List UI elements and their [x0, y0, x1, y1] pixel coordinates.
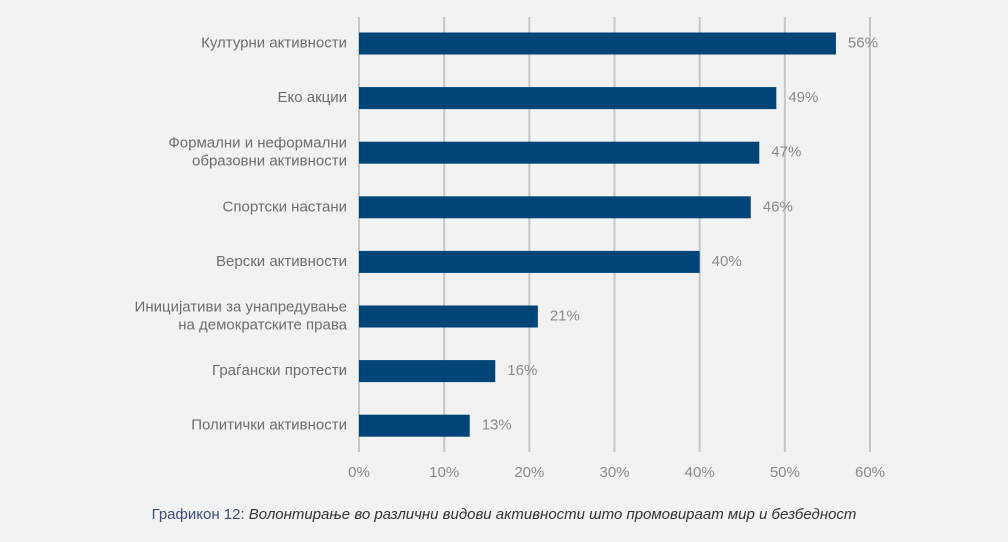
x-tick-label: 0%: [348, 464, 370, 481]
category-label-line: Формални и неформални: [168, 135, 347, 152]
x-tick-label: 40%: [685, 464, 715, 481]
grid-lines: [358, 17, 871, 452]
bar: [359, 196, 751, 219]
data-label: 49%: [788, 89, 818, 106]
labels: 0% 10% 20% 30% 40% 50% 60% 56% Културни активнос…: [135, 34, 885, 481]
category-label-line: Еко акции: [278, 89, 348, 106]
bar: [359, 32, 836, 55]
category-label-line: Верски активности: [216, 253, 347, 270]
bar: [359, 141, 760, 164]
x-tick-label: 10%: [429, 464, 459, 481]
data-label: 56%: [848, 34, 878, 51]
category-label-line: Иницијативи за унапредување: [135, 298, 347, 315]
data-label: 13%: [482, 417, 512, 434]
chart-caption: Графикон 12: Волонтирање во различни вид…: [0, 506, 1008, 523]
bar: [359, 360, 496, 383]
category-label-line: на демократските права: [178, 316, 347, 333]
bar-chart-svg: 0% 10% 20% 30% 40% 50% 60% 56% Културни активнос…: [135, 17, 885, 481]
category-label-line: Културни активности: [201, 34, 347, 51]
data-label: 21%: [550, 307, 580, 324]
data-label: 47%: [771, 144, 801, 161]
category-label: Културни активности: [201, 34, 347, 51]
caption-label: Графикон 12:: [151, 506, 245, 523]
category-label: Граѓански протести: [212, 362, 347, 379]
category-label: Формални и неформални образовни активност…: [168, 135, 347, 170]
bar: [359, 250, 700, 273]
x-tick-label: 50%: [770, 464, 800, 481]
category-label: Иницијативи за унапредување на демократск…: [135, 298, 348, 333]
caption-title: Волонтирање во различни видови активност…: [248, 506, 857, 523]
data-label: 40%: [712, 253, 742, 270]
bars: [359, 32, 836, 437]
category-label-line: образовни активности: [192, 153, 347, 170]
bar: [359, 414, 470, 437]
category-label: Еко акции: [278, 89, 348, 106]
category-label-line: Спортски настани: [223, 198, 347, 215]
category-label-line: Политички активности: [191, 417, 347, 434]
data-label: 46%: [763, 198, 793, 215]
data-label: 16%: [507, 362, 537, 379]
bar: [359, 87, 777, 110]
x-tick-label: 60%: [855, 464, 885, 481]
x-tick-label: 30%: [599, 464, 629, 481]
category-label: Спортски настани: [223, 198, 347, 215]
category-label: Верски активности: [216, 253, 347, 270]
bar: [359, 305, 538, 328]
category-label-line: Граѓански протести: [212, 362, 347, 379]
x-tick-label: 20%: [514, 464, 544, 481]
category-label: Политички активности: [191, 417, 347, 434]
